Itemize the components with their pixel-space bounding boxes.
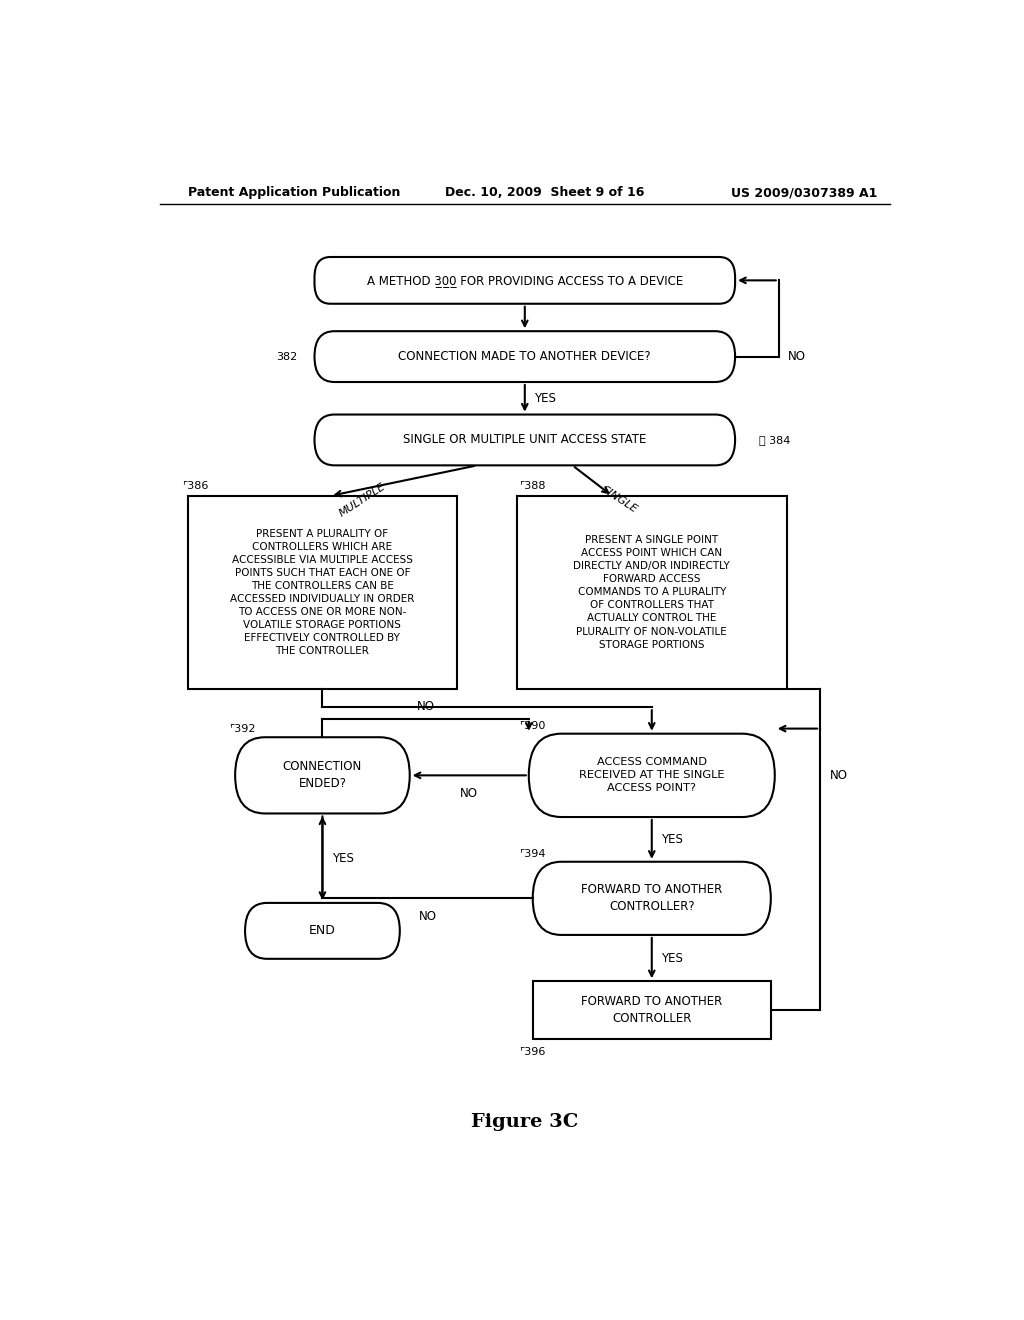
Bar	[517, 496, 786, 689]
Text: Figure 3C: Figure 3C	[471, 1113, 579, 1131]
Text: ⸏ 384: ⸏ 384	[759, 436, 791, 445]
Text: SINGLE: SINGLE	[600, 484, 640, 515]
Text: YES: YES	[535, 392, 556, 405]
Bar	[532, 981, 771, 1039]
Bar	[187, 496, 458, 689]
FancyBboxPatch shape	[532, 862, 771, 935]
Text: FORWARD TO ANOTHER
CONTROLLER: FORWARD TO ANOTHER CONTROLLER	[582, 995, 722, 1026]
Text: ⌜390: ⌜390	[519, 721, 546, 731]
Text: Dec. 10, 2009  Sheet 9 of 16: Dec. 10, 2009 Sheet 9 of 16	[445, 186, 645, 199]
Text: ⌜388: ⌜388	[519, 480, 546, 491]
Text: Patent Application Publication: Patent Application Publication	[187, 186, 400, 199]
Text: END: END	[309, 924, 336, 937]
Text: CONNECTION
ENDED?: CONNECTION ENDED?	[283, 760, 362, 791]
Text: NO: NO	[417, 700, 434, 713]
FancyBboxPatch shape	[245, 903, 399, 958]
Text: NO: NO	[788, 350, 806, 363]
Text: YES: YES	[662, 952, 683, 965]
Text: FORWARD TO ANOTHER
CONTROLLER?: FORWARD TO ANOTHER CONTROLLER?	[582, 883, 722, 913]
Text: ⌜394: ⌜394	[519, 849, 546, 859]
Text: PRESENT A PLURALITY OF
CONTROLLERS WHICH ARE
ACCESSIBLE VIA MULTIPLE ACCESS
POIN: PRESENT A PLURALITY OF CONTROLLERS WHICH…	[230, 529, 415, 656]
Text: ⌜386: ⌜386	[182, 480, 208, 491]
Text: YES: YES	[662, 833, 683, 846]
Text: YES: YES	[332, 851, 354, 865]
Text: 382: 382	[275, 351, 297, 362]
Text: CONNECTION MADE TO ANOTHER DEVICE?: CONNECTION MADE TO ANOTHER DEVICE?	[398, 350, 651, 363]
Text: ACCESS COMMAND
RECEIVED AT THE SINGLE
ACCESS POINT?: ACCESS COMMAND RECEIVED AT THE SINGLE AC…	[579, 758, 725, 793]
FancyBboxPatch shape	[314, 257, 735, 304]
FancyBboxPatch shape	[236, 738, 410, 813]
Text: US 2009/0307389 A1: US 2009/0307389 A1	[731, 186, 878, 199]
Text: SINGLE OR MULTIPLE UNIT ACCESS STATE: SINGLE OR MULTIPLE UNIT ACCESS STATE	[403, 433, 646, 446]
Text: NO: NO	[419, 909, 436, 923]
Text: ⌜392: ⌜392	[228, 725, 255, 734]
Text: NO: NO	[830, 768, 848, 781]
Text: NO: NO	[460, 787, 478, 800]
Text: MULTIPLE: MULTIPLE	[337, 482, 387, 519]
Text: A METHOD 3̲0̲0̲ FOR PROVIDING ACCESS TO A DEVICE: A METHOD 3̲0̲0̲ FOR PROVIDING ACCESS TO …	[367, 273, 683, 286]
FancyBboxPatch shape	[314, 414, 735, 466]
FancyBboxPatch shape	[528, 734, 775, 817]
Text: ⌜396: ⌜396	[519, 1047, 546, 1057]
Text: PRESENT A SINGLE POINT
ACCESS POINT WHICH CAN
DIRECTLY AND/OR INDIRECTLY
FORWARD: PRESENT A SINGLE POINT ACCESS POINT WHIC…	[573, 535, 730, 649]
FancyBboxPatch shape	[314, 331, 735, 381]
